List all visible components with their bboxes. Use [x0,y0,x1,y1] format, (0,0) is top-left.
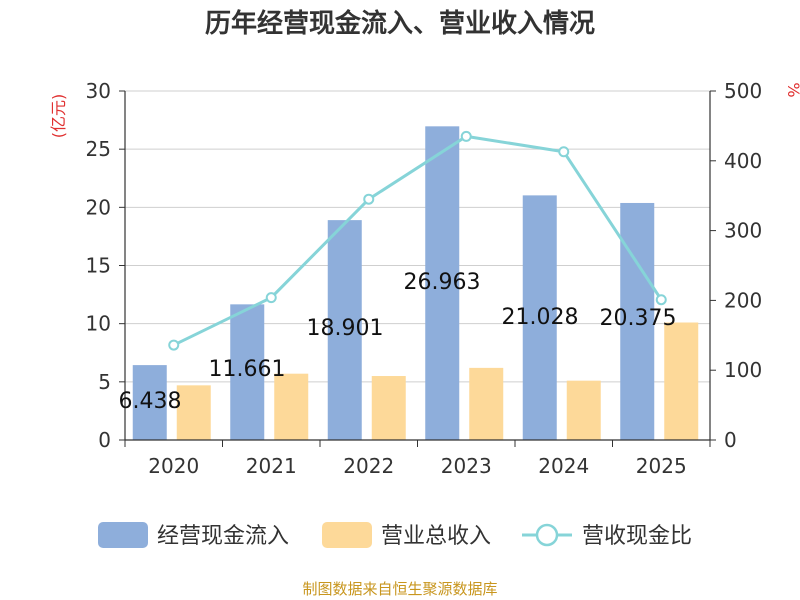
left-tick-label: 25 [86,137,111,161]
ratio-point [655,294,667,306]
right-tick-label: 300 [724,219,762,243]
legend-swatch-cash-inflow [98,522,148,548]
legend-swatch-total-revenue [322,522,372,548]
bar-total-revenue [469,367,504,440]
bar-total-revenue [566,380,601,440]
bar-cash-inflow [522,195,557,440]
legend-label-ratio: 营收现金比 [582,524,692,549]
x-tick-label: 2023 [441,454,492,478]
legend-label-total-revenue: 营业总收入 [381,524,491,549]
ratio-line [173,134,663,347]
bar-cash-inflow [327,220,362,440]
left-tick-label: 20 [86,195,111,219]
cash-inflow-data-label: 20.375 [600,306,677,331]
bar-total-revenue [274,373,309,440]
left-tick-label: 30 [86,79,111,103]
legend: 经营现金流入 营业总收入 营收现金比 [98,522,692,549]
x-tick-label: 2021 [246,454,297,478]
cash-inflow-data-label: 26.963 [404,270,481,295]
legend-label-cash-inflow: 经营现金流入 [157,524,289,549]
bar-cash-inflow [230,304,265,440]
right-tick-label: 0 [724,428,737,452]
cash-inflow-data-label: 21.028 [502,305,579,330]
x-tick-label: 2020 [148,454,199,478]
x-tick-label: 2025 [636,454,687,478]
bar-total-revenue [371,376,406,440]
bar-total-revenue [176,385,211,440]
data-label-layer: 6.438 11.661 18.901 26.963 21.028 20.375 [119,270,677,414]
ratio-point [558,146,570,158]
source-note: 制图数据来自恒生聚源数据库 [302,580,497,598]
x-tick-label: 2024 [538,454,589,478]
ratio-point [265,292,277,304]
bar-cash-inflow [425,126,460,440]
bar-total-revenue [664,322,699,440]
x-tick-label: 2022 [343,454,394,478]
left-tick-label: 15 [86,254,111,278]
line-layer [168,130,667,351]
left-tick-label: 10 [86,312,111,336]
cash-inflow-data-label: 18.901 [307,316,384,341]
right-axis-unit: % [784,82,800,97]
right-tick-label: 400 [724,149,762,173]
legend-marker-ratio [535,523,559,547]
ratio-point [363,193,375,205]
right-tick-label: 100 [724,358,762,382]
ratio-point [460,130,472,142]
cash-inflow-data-label: 11.661 [209,357,286,382]
gridlines [125,90,710,383]
ratio-point [168,339,180,351]
bar-cash-inflow [132,365,167,440]
left-axis-unit: (亿元) [49,94,68,139]
bar-cash-inflow [620,202,655,440]
left-tick-label: 5 [98,370,111,394]
right-tick-label: 200 [724,288,762,312]
right-tick-label: 500 [724,79,762,103]
chart-title: 历年经营现金流入、营业收入情况 [205,8,595,39]
left-tick-label: 0 [98,428,111,452]
bar-layer [132,126,699,440]
cash-inflow-data-label: 6.438 [119,389,182,414]
